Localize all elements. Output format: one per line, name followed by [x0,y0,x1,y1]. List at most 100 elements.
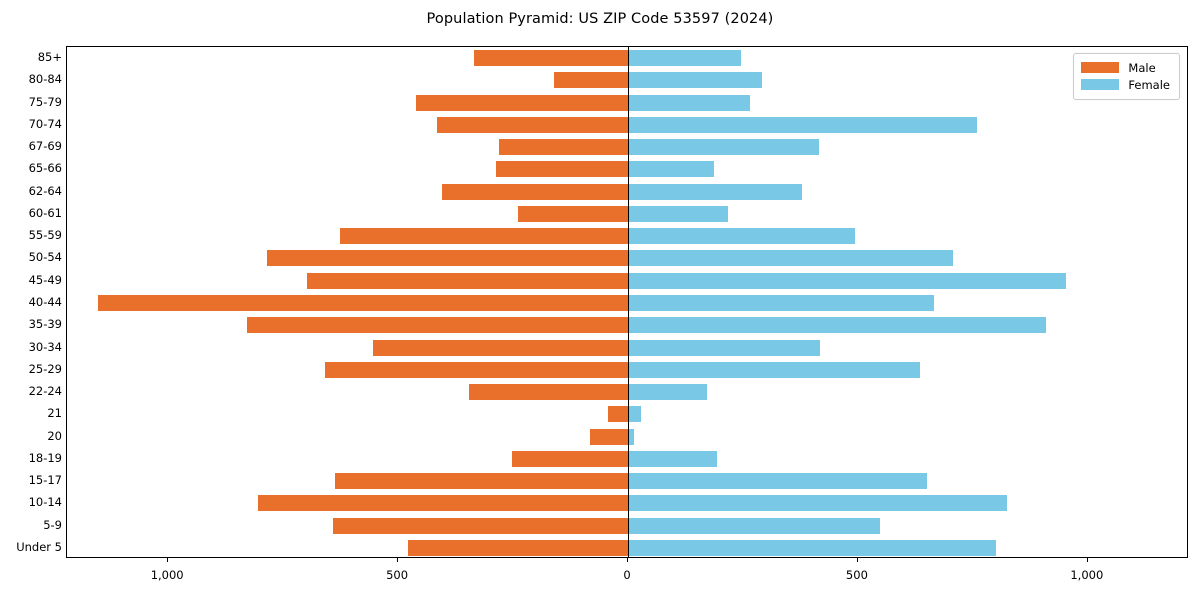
legend-item-male[interactable]: Male [1081,59,1170,76]
bar-female[interactable] [628,428,635,445]
y-tick-label: 65-66 [28,161,62,176]
bar-female[interactable] [628,294,935,311]
bar-male[interactable] [608,406,628,423]
bar-row [67,473,1187,490]
bar-female[interactable] [628,361,920,378]
bar-female[interactable] [628,250,954,267]
bar-female[interactable] [628,205,728,222]
x-tick-label: 1,000 [150,568,184,582]
bar-male[interactable] [247,317,628,334]
bar-row [67,539,1187,556]
bar-male[interactable] [474,50,628,67]
bar-male[interactable] [335,473,628,490]
x-tick-mark [1086,558,1088,562]
bar-row [67,428,1187,445]
chart-title: Population Pyramid: US ZIP Code 53597 (2… [426,11,774,27]
y-tick-label: 40-44 [28,295,62,309]
legend-item-female[interactable]: Female [1081,76,1170,93]
bar-female[interactable] [628,50,742,67]
bar-male[interactable] [498,139,628,156]
y-tick-label: 80-84 [28,72,62,87]
y-tick-label: 18-19 [28,450,62,465]
bar-male[interactable] [496,161,628,178]
bar-row [67,384,1187,401]
bar-male[interactable] [442,183,628,200]
bar-row [67,495,1187,512]
x-tick-mark [167,558,169,562]
bar-female[interactable] [628,406,641,423]
bar-female[interactable] [628,183,803,200]
y-tick-label: 55-59 [28,228,62,243]
y-axis-labels: 85+ 80-84 75-79 70-74 67-69 65-66 62-64 60-61 55… [0,46,62,558]
bar-female[interactable] [628,161,714,178]
bar-row [67,272,1187,289]
bar-female[interactable] [628,450,718,467]
y-tick-label: 62-64 [28,183,62,198]
bar-female[interactable] [628,495,1007,512]
x-tick-label: 1,000 [1070,568,1104,582]
bars-layer [67,47,1187,557]
bar-male[interactable] [324,361,628,378]
bar-male[interactable] [339,228,628,245]
bar-male[interactable] [468,384,628,401]
bar-female[interactable] [628,72,762,89]
bar-row [67,116,1187,133]
y-tick-label: 35-39 [28,317,62,332]
bar-row [67,450,1187,467]
legend-label-male: Male [1128,60,1156,75]
x-tick-mark [856,558,858,562]
bar-male[interactable] [307,272,628,289]
bar-male[interactable] [517,205,628,222]
bar-male[interactable] [436,116,628,133]
bar-female[interactable] [628,384,708,401]
bar-male[interactable] [267,250,628,267]
bar-male[interactable] [98,294,628,311]
bar-female[interactable] [628,228,856,245]
bar-male[interactable] [554,72,628,89]
bar-row [67,94,1187,111]
bar-row [67,517,1187,534]
bar-female[interactable] [628,539,997,556]
bar-row [67,317,1187,334]
bar-row [67,406,1187,423]
y-tick-label: 67-69 [28,139,62,154]
legend: Male Female [1073,53,1180,100]
y-tick-label: 25-29 [28,361,62,376]
bar-female[interactable] [628,517,880,534]
bar-male[interactable] [511,450,628,467]
bar-row [67,294,1187,311]
bar-row [67,205,1187,222]
bar-row [67,50,1187,67]
x-axis: 1,000 500 0 500 1,000 [66,558,1188,598]
bar-row [67,161,1187,178]
x-tick-label: 0 [623,568,631,582]
bar-male[interactable] [408,539,628,556]
legend-swatch-male [1081,62,1120,73]
bar-female[interactable] [628,317,1046,334]
y-tick-label: 60-61 [28,205,62,220]
bar-female[interactable] [628,473,927,490]
y-tick-label: 45-49 [28,272,62,287]
bar-male[interactable] [332,517,628,534]
bar-row [67,250,1187,267]
bar-male[interactable] [257,495,628,512]
bar-female[interactable] [628,272,1067,289]
y-tick-label: 75-79 [28,94,62,109]
legend-label-female: Female [1128,77,1170,92]
y-tick-label: 85+ [37,50,62,65]
bar-row [67,139,1187,156]
y-tick-label: 30-34 [28,339,62,354]
y-tick-label: 70-74 [28,116,62,131]
bar-female[interactable] [628,139,820,156]
legend-swatch-female [1081,79,1120,90]
bar-male[interactable] [416,94,628,111]
bar-female[interactable] [628,116,977,133]
y-tick-label: 50-54 [28,250,62,265]
bar-male[interactable] [590,428,628,445]
bar-female[interactable] [628,339,821,356]
bar-female[interactable] [628,94,751,111]
bar-male[interactable] [372,339,628,356]
x-tick-mark [627,558,628,562]
bar-row [67,183,1187,200]
